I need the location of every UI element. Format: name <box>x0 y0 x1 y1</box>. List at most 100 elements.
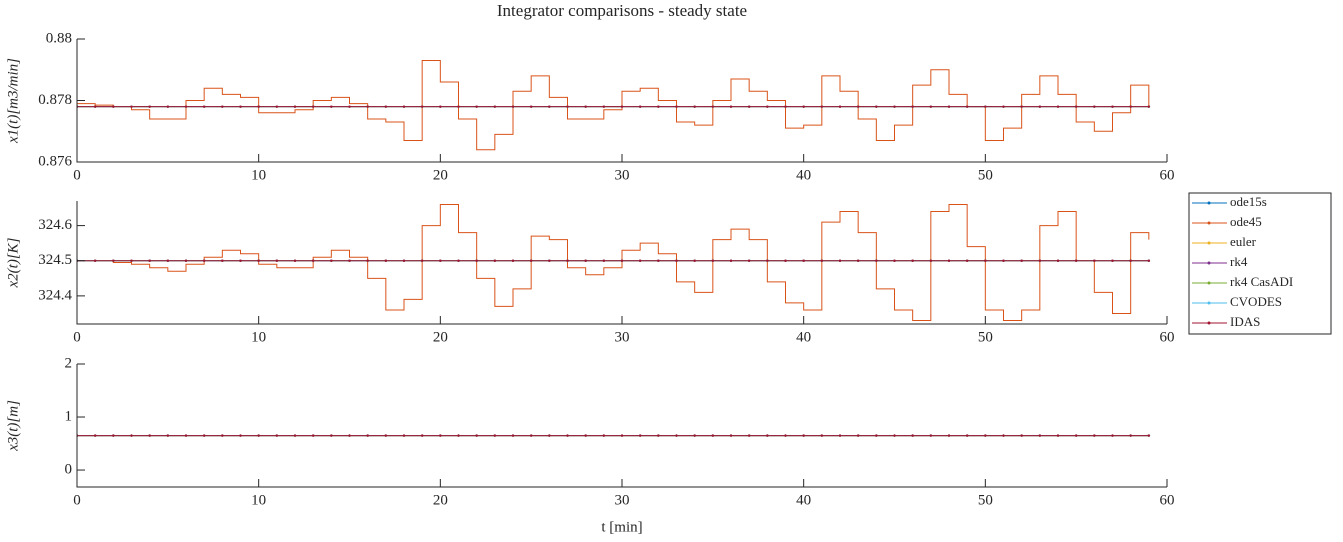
series-marker <box>766 259 769 262</box>
series-marker <box>838 259 842 262</box>
x-tick-label: 0 <box>73 329 81 345</box>
y-tick-label: 0.88 <box>46 30 72 46</box>
series-marker <box>566 259 569 262</box>
series-marker <box>566 434 569 437</box>
y-tick-label: 324.5 <box>38 252 72 268</box>
series-marker <box>984 434 987 437</box>
series-marker <box>911 259 914 262</box>
series-marker <box>784 105 787 108</box>
series-marker <box>330 105 333 108</box>
series-marker <box>838 434 842 437</box>
axes-box <box>76 364 1167 488</box>
series-marker <box>1002 105 1005 108</box>
legend-label: euler <box>1230 234 1257 249</box>
series-marker <box>875 434 878 437</box>
series-marker <box>1074 259 1078 262</box>
series-marker <box>221 434 224 437</box>
series-marker <box>202 259 206 262</box>
series-marker <box>148 105 151 108</box>
series-marker <box>657 259 660 262</box>
series-marker <box>221 105 224 108</box>
series-marker <box>402 105 406 108</box>
series-marker <box>184 105 188 108</box>
series-marker <box>766 105 769 108</box>
chart-title: Integrator comparisons - steady state <box>497 1 747 20</box>
series-marker <box>239 105 242 108</box>
series-marker <box>348 259 351 262</box>
x-tick-label: 40 <box>796 329 811 345</box>
series-marker <box>475 434 478 437</box>
series-marker <box>784 259 787 262</box>
series-marker <box>384 434 388 437</box>
series-marker <box>1020 105 1023 108</box>
series-marker <box>239 434 242 437</box>
series-marker <box>366 259 369 262</box>
series-marker <box>911 434 914 437</box>
series-marker <box>384 259 388 262</box>
y-tick-label: 324.4 <box>38 287 72 303</box>
legend-marker <box>1207 301 1211 305</box>
series-marker <box>729 105 733 108</box>
series-marker <box>112 434 115 437</box>
series-marker <box>766 434 769 437</box>
y-axis-label: x2(t)[K] <box>5 237 21 288</box>
series-marker <box>1056 434 1060 437</box>
series-marker <box>657 105 660 108</box>
series-marker <box>602 434 606 437</box>
series-marker <box>275 105 279 108</box>
series-marker <box>711 259 715 262</box>
series-marker <box>1093 434 1096 437</box>
legend-label: ode15s <box>1230 194 1267 209</box>
series-marker <box>493 434 497 437</box>
y-tick-label: 2 <box>65 355 73 371</box>
series-marker <box>529 105 533 108</box>
series-line <box>77 204 1150 321</box>
series-marker <box>348 434 351 437</box>
series-marker <box>293 259 297 262</box>
x-tick-label: 20 <box>433 167 448 183</box>
series-marker <box>184 434 188 437</box>
series-marker <box>729 434 733 437</box>
series-marker <box>257 434 260 437</box>
series-marker <box>693 434 696 437</box>
legend-label: rk4 <box>1230 254 1248 269</box>
series-marker <box>566 105 569 108</box>
x-tick-label: 10 <box>251 329 266 345</box>
series-marker <box>548 259 551 262</box>
series-marker <box>1056 259 1060 262</box>
series-marker <box>729 259 733 262</box>
series-marker <box>202 105 206 108</box>
series-marker <box>221 259 224 262</box>
series-marker <box>965 259 969 262</box>
x-tick-label: 50 <box>978 492 993 508</box>
series-marker <box>311 434 315 437</box>
series-marker <box>475 259 478 262</box>
series-marker <box>1074 105 1078 108</box>
series-marker <box>875 105 878 108</box>
series-marker <box>820 259 824 262</box>
legend-marker <box>1207 201 1211 205</box>
series-marker <box>384 105 388 108</box>
series-marker <box>93 434 97 437</box>
series-marker <box>984 259 987 262</box>
series-marker <box>439 259 442 262</box>
series-marker <box>947 434 951 437</box>
series-marker <box>239 259 242 262</box>
series-marker <box>1129 259 1132 262</box>
y-tick-label: 0.876 <box>38 153 72 169</box>
x-tick-label: 20 <box>433 329 448 345</box>
y-tick-label: 0 <box>65 461 73 477</box>
x-tick-label: 50 <box>978 329 993 345</box>
series-marker <box>439 434 442 437</box>
series-marker <box>1038 434 1042 437</box>
x-tick-label: 60 <box>1160 329 1175 345</box>
series-marker <box>1038 105 1042 108</box>
series-marker <box>693 259 696 262</box>
x-tick-label: 30 <box>615 329 630 345</box>
series-marker <box>511 434 515 437</box>
series-marker <box>366 434 369 437</box>
x-tick-label: 60 <box>1160 167 1175 183</box>
x-tick-label: 10 <box>251 167 266 183</box>
series-marker <box>166 434 170 437</box>
series-marker <box>112 105 115 108</box>
